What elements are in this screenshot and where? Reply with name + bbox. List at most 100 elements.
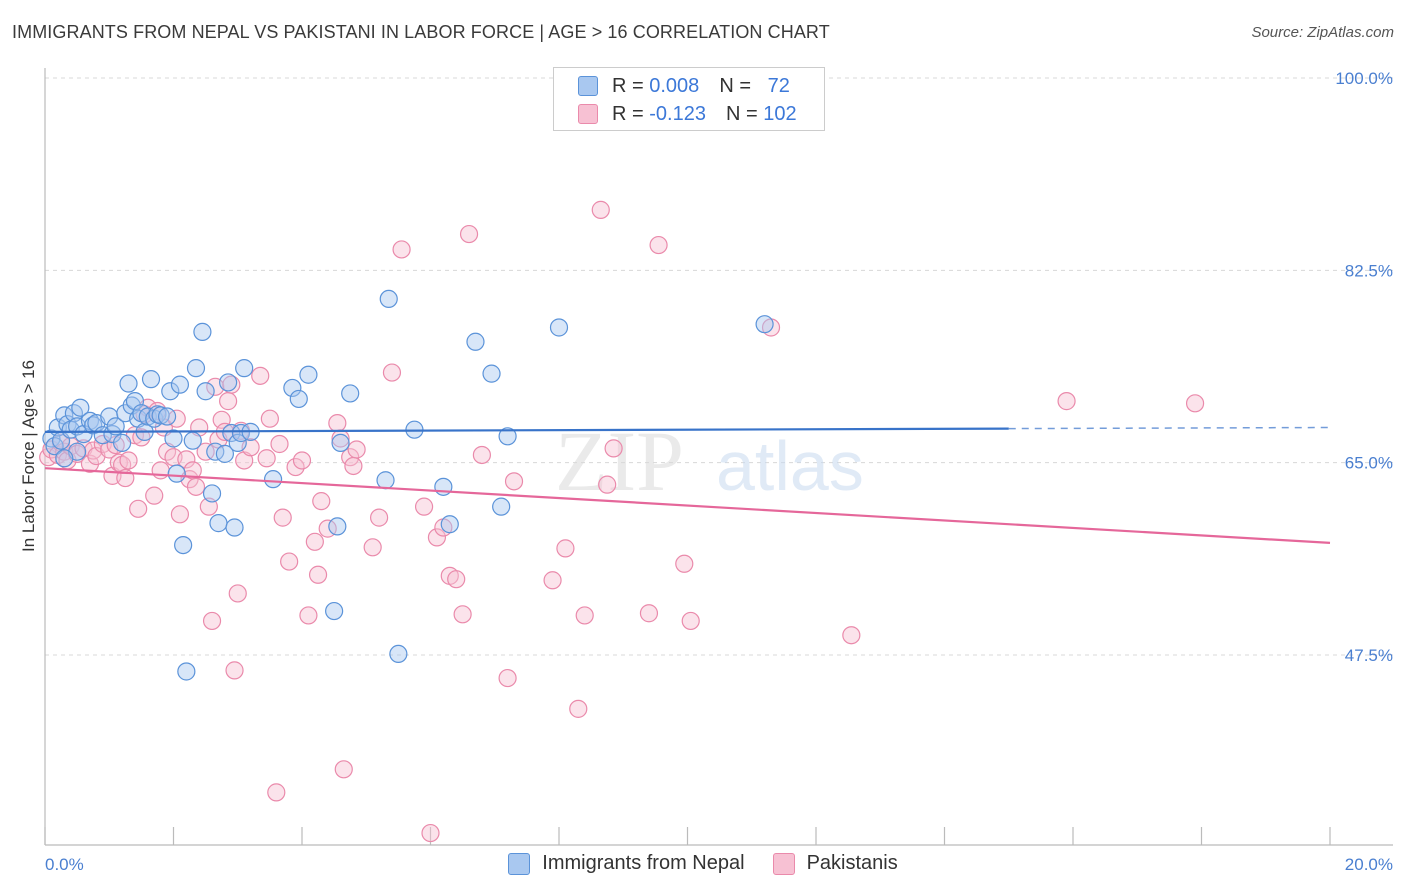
data-point-pakistanis xyxy=(363,538,382,557)
trend-line-nepal-extension xyxy=(1008,426,1331,430)
data-point-pakistanis xyxy=(251,366,270,385)
data-point-nepal xyxy=(215,444,234,463)
watermark-atlas: atlas xyxy=(716,427,864,505)
data-point-pakistanis xyxy=(228,584,247,603)
legend-r-label: R = xyxy=(612,74,644,97)
data-point-pakistanis xyxy=(286,457,305,477)
trend-lines xyxy=(44,426,1331,544)
data-point-pakistanis xyxy=(639,604,659,623)
data-point-pakistanis xyxy=(604,439,623,458)
data-point-pakistanis xyxy=(145,486,164,505)
data-point-pakistanis xyxy=(504,472,524,491)
data-point-pakistanis xyxy=(459,224,479,244)
bottom-legend-item-pakistanis[interactable]: Pakistanis xyxy=(772,852,898,875)
y-axis-label: In Labor Force | Age > 16 xyxy=(19,360,38,552)
data-point-pakistanis xyxy=(675,554,694,573)
data-point-pakistanis xyxy=(299,606,318,625)
data-point-nepal xyxy=(755,315,774,334)
y-tick-label: 47.5% xyxy=(1345,646,1393,665)
data-point-pakistanis xyxy=(260,409,279,428)
data-point-nepal xyxy=(174,535,193,555)
data-point-nepal xyxy=(84,416,103,435)
data-point-nepal xyxy=(283,378,302,398)
data-point-pakistanis xyxy=(186,477,206,496)
data-point-pakistanis xyxy=(328,414,347,433)
data-point-pakistanis xyxy=(222,375,241,394)
x-tick-label-max: 20.0% xyxy=(1345,855,1393,874)
data-point-nepal xyxy=(177,662,196,681)
data-point-nepal xyxy=(299,365,318,384)
data-point-pakistanis xyxy=(225,661,244,680)
data-point-nepal xyxy=(196,382,215,401)
data-point-nepal xyxy=(289,389,308,409)
data-point-pakistanis xyxy=(370,508,389,527)
tick-labels: 47.5% 65.0% 82.5% 100.0% 0.0% 20.0% xyxy=(45,69,1393,874)
legend-r-value: 0.008 xyxy=(649,74,700,97)
legend-n-label: N = xyxy=(725,102,758,125)
data-point-nepal xyxy=(157,407,177,426)
legend-n-value: 102 xyxy=(763,102,797,125)
data-point-nepal xyxy=(331,433,350,452)
y-tick-label: 65.0% xyxy=(1345,454,1393,473)
data-point-pakistanis xyxy=(1057,392,1076,411)
data-point-nepal xyxy=(498,427,517,446)
series-nepal xyxy=(42,289,774,681)
data-point-pakistanis xyxy=(219,392,238,411)
x-tick-label-min: 0.0% xyxy=(45,855,84,874)
data-point-nepal xyxy=(219,373,238,392)
data-point-pakistanis xyxy=(1185,394,1205,413)
data-point-nepal xyxy=(549,318,569,337)
data-point-nepal xyxy=(376,471,395,490)
data-point-pakistanis xyxy=(270,434,289,454)
data-point-nepal xyxy=(55,449,74,468)
data-point-pakistanis xyxy=(453,605,472,624)
data-point-pakistanis xyxy=(344,456,363,476)
bottom-legend-item-nepal[interactable]: Immigrants from Nepal xyxy=(508,852,745,875)
legend-r-label: R = xyxy=(612,102,644,125)
data-point-pakistanis xyxy=(498,668,517,688)
data-point-pakistanis xyxy=(305,532,324,551)
data-point-nepal xyxy=(341,384,360,403)
y-tick-label: 82.5% xyxy=(1345,261,1393,280)
data-point-nepal xyxy=(151,406,170,425)
data-point-nepal xyxy=(325,601,344,621)
legend-row-pakistanis: R = -0.123 N = 102 xyxy=(578,101,797,127)
data-point-nepal xyxy=(492,497,511,516)
watermark: ZIP atlas xyxy=(555,413,864,509)
data-point-pakistanis xyxy=(575,606,594,625)
data-point-nepal xyxy=(202,484,222,503)
data-point-pakistanis xyxy=(308,565,328,584)
data-point-pakistanis xyxy=(842,626,861,645)
data-point-pakistanis xyxy=(177,450,196,469)
data-point-nepal xyxy=(328,517,347,536)
legend-n-label: N = xyxy=(719,74,751,97)
data-point-nepal xyxy=(440,515,459,534)
data-point-pakistanis xyxy=(257,449,276,468)
data-point-pakistanis xyxy=(129,499,148,518)
data-point-pakistanis xyxy=(421,823,440,843)
data-point-pakistanis xyxy=(649,235,668,255)
y-tick-label: 100.0% xyxy=(1335,69,1393,88)
data-point-pakistanis xyxy=(447,570,466,589)
trend-line-pakistanis xyxy=(44,467,1331,544)
legend-row-nepal: R = 0.008 N = 72 xyxy=(578,73,790,99)
data-point-pakistanis xyxy=(472,445,491,465)
data-point-pakistanis xyxy=(543,571,562,590)
legend-swatch-nepal xyxy=(578,76,598,96)
data-point-pakistanis xyxy=(170,505,190,524)
legend-n-value: 72 xyxy=(767,74,790,97)
legend-r-value: -0.123 xyxy=(649,102,706,125)
data-point-pakistanis xyxy=(202,611,222,631)
data-point-nepal xyxy=(225,518,244,537)
data-point-nepal xyxy=(164,429,183,448)
bottom-legend-label-pakistanis: Pakistanis xyxy=(806,852,898,874)
data-point-nepal xyxy=(209,514,228,533)
bottom-legend-swatch-nepal xyxy=(508,852,531,875)
data-point-nepal xyxy=(170,375,190,394)
chart-title: IMMIGRANTS FROM NEPAL VS PAKISTANI IN LA… xyxy=(12,22,830,42)
trend-line-nepal xyxy=(44,427,1009,433)
data-point-nepal xyxy=(193,322,212,341)
source-credit: Source: ZipAtlas.com xyxy=(1251,24,1394,41)
data-point-nepal xyxy=(186,359,206,378)
